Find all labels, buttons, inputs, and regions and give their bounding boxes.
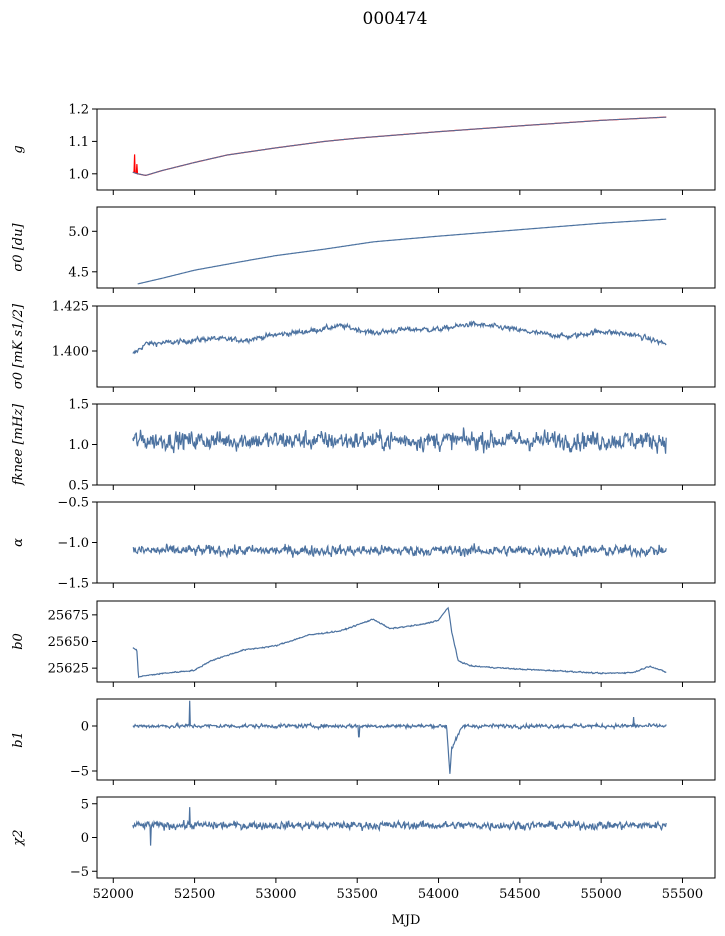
chart-title: 000474	[363, 9, 428, 29]
y-tick-label: −1.5	[57, 577, 89, 592]
y-tick-label: −0.5	[57, 496, 89, 511]
panel-4: 0.5 1.0 1.5 fknee [mHz]	[11, 398, 716, 494]
y-axis-label-1: g	[11, 145, 26, 153]
y-tick-label: 0	[81, 831, 89, 846]
series-line-2	[137, 218, 667, 285]
series-line-4	[132, 427, 667, 454]
y-axis-label-8: χ2	[11, 829, 26, 846]
y-tick-label: 5	[81, 797, 89, 812]
y-tick-label: 1.0	[68, 167, 89, 182]
y-tick-label: 25625	[48, 662, 89, 677]
series-line-8	[132, 807, 667, 846]
y-tick-label: 25650	[48, 635, 89, 650]
panel-frame	[96, 206, 716, 289]
panel-3: 1.400 1.425 σ0 [mK s1/2]	[11, 300, 716, 392]
y-tick-label: 1.5	[68, 398, 89, 413]
panel-frame	[96, 501, 716, 584]
y-axis-label-6: b0	[11, 633, 26, 650]
x-tick-label: 53000	[255, 887, 296, 902]
panel-5: −1.5 −1.0 −0.5 α	[11, 496, 716, 592]
panel-frame	[96, 108, 716, 191]
panel-8: −5 0 5 52000 52500 53000 53500 54000 54500 55000 5…	[11, 796, 716, 902]
x-tick-label: 52000	[93, 887, 134, 902]
y-tick-label: 0	[81, 720, 89, 735]
series-line-3	[132, 320, 667, 355]
x-tick-label: 54000	[418, 887, 459, 902]
y-tick-label: −5	[70, 865, 89, 880]
y-tick-label: 0.5	[68, 479, 89, 494]
y-tick-label: −5	[70, 765, 89, 780]
fit-line	[132, 116, 667, 176]
series-line-6	[132, 606, 667, 679]
panel-1: 1.0 1.1 1.2 g	[11, 103, 716, 195]
y-tick-label: 1.1	[68, 135, 89, 150]
x-axis-label: MJD	[392, 913, 421, 928]
x-tick-label: 52500	[174, 887, 215, 902]
panel-frame	[96, 305, 716, 388]
x-tick-label: 53500	[337, 887, 378, 902]
panel-frame	[96, 600, 716, 683]
panels-group: 1.0 1.1 1.2 g 4.5 5.0 σ0 [du] 1.400 1.425 σ0 [mK …	[11, 103, 716, 902]
y-axis-label-3: σ0 [mK s1/2]	[11, 303, 26, 389]
y-tick-label: 25675	[48, 608, 89, 623]
panel-6: 25625 25650 25675 b0	[11, 600, 716, 687]
y-tick-label: 1.400	[52, 345, 89, 360]
x-tick-label: 55000	[580, 887, 621, 902]
x-tick-label: 54500	[499, 887, 540, 902]
y-tick-label: −1.0	[57, 536, 89, 551]
panel-2: 4.5 5.0 σ0 [du]	[11, 206, 716, 293]
y-tick-label: 1.2	[68, 103, 89, 118]
series-line-5	[132, 543, 667, 559]
panel-frame	[96, 698, 716, 781]
y-tick-label: 1.425	[52, 300, 89, 315]
y-axis-label-5: α	[11, 538, 26, 547]
y-axis-label-4: fknee [mHz]	[11, 403, 26, 486]
y-axis-label-7: b1	[11, 731, 26, 748]
x-tick-label: 55500	[662, 887, 703, 902]
panel-7: −5 0 b1	[11, 698, 716, 785]
y-tick-label: 1.0	[68, 438, 89, 453]
y-axis-label-2: σ0 [du]	[11, 223, 26, 272]
y-tick-label: 5.0	[68, 225, 89, 240]
series-line-1	[132, 116, 667, 177]
series-line-7	[132, 700, 667, 774]
y-tick-label: 4.5	[68, 265, 89, 280]
